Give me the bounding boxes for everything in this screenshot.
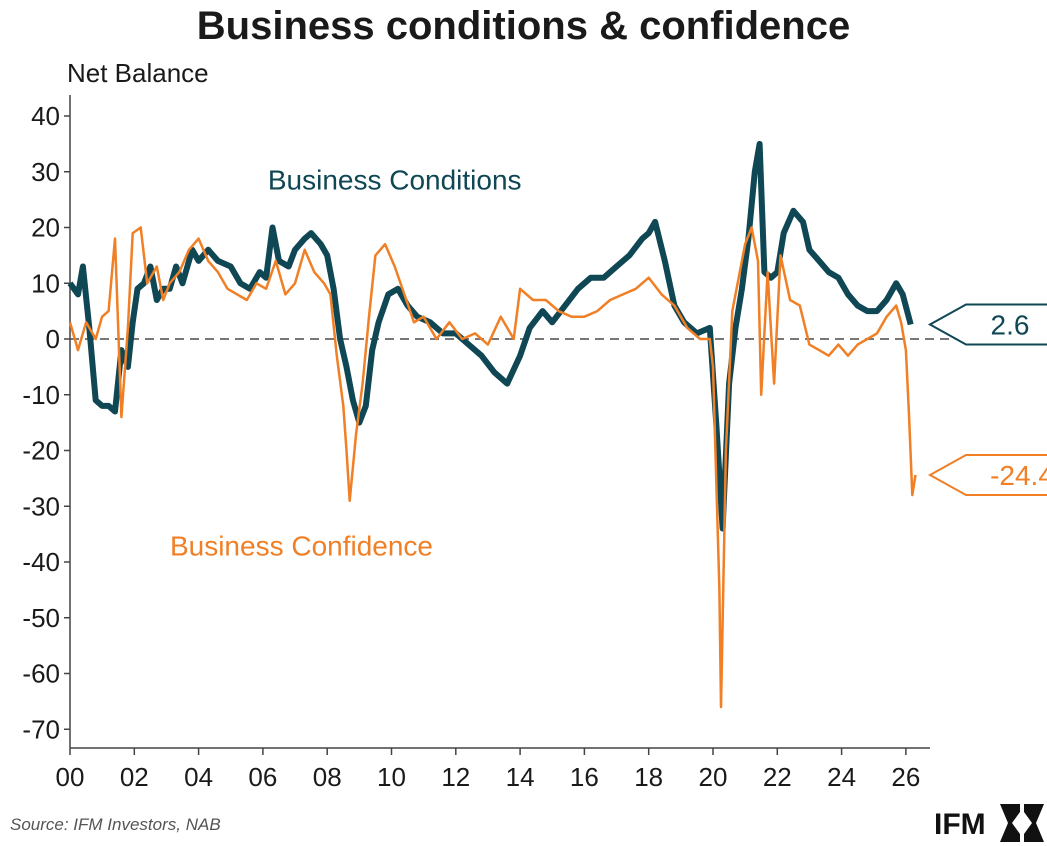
y-tick-label: -10 [22,380,60,410]
x-tick-label: 06 [248,762,277,792]
y-tick-label: 40 [31,101,60,131]
y-tick-label: -70 [22,714,60,744]
y-tick-label: 20 [31,213,60,243]
source-note: Source: IFM Investors, NAB [10,815,221,834]
x-tick-label: 04 [184,762,213,792]
y-tick-label: -40 [22,547,60,577]
end-value-label: -24.4 [990,460,1047,491]
chart-title: Business conditions & confidence [196,4,851,48]
x-tick-label: 26 [891,762,920,792]
x-tick-label: 02 [120,762,149,792]
y-axis-label: Net Balance [67,58,209,88]
x-tick-label: 12 [441,762,470,792]
y-tick-label: -30 [22,491,60,521]
end-value-callout [927,303,1047,346]
ifm-logo-text: IFM [934,808,986,841]
x-tick-label: 24 [827,762,856,792]
y-tick-label: -20 [22,436,60,466]
labels-layer: Business Conditions Business Confidence 2.… [170,165,1047,561]
x-tick-label: 18 [634,762,663,792]
y-tick-label: -50 [22,603,60,633]
end-value-label: 2.6 [991,310,1030,341]
y-tick-label: 0 [46,324,60,354]
axes-layer: 40 30 20 10 0 -10 -20 -30 -40 -50 -60 -70 00 02 04 06 08… [22,95,930,792]
series-line-business-conditions [67,140,914,532]
series-layer [67,140,917,709]
y-tick-label: 10 [31,268,60,298]
x-tick-label: 20 [699,762,728,792]
series-line-business-confidence [68,226,917,709]
x-tick-label: 14 [506,762,535,792]
ifm-logo-icon [1000,804,1044,842]
x-tick-label: 22 [763,762,792,792]
series-annotation: Business Conditions [268,165,522,196]
end-value-callout [927,454,1047,497]
y-tick-label: -60 [22,659,60,689]
x-tick-label: 10 [377,762,406,792]
y-tick-label: 30 [31,157,60,187]
x-tick-label: 00 [56,762,85,792]
series-annotation: Business Confidence [170,530,433,561]
x-tick-label: 08 [313,762,342,792]
x-tick-label: 16 [570,762,599,792]
